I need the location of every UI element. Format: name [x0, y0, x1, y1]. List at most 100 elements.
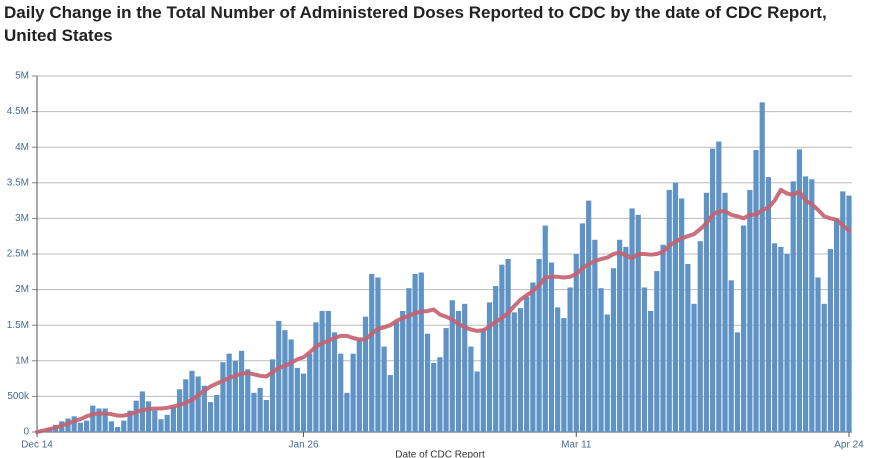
bar — [443, 328, 449, 432]
bar — [691, 303, 697, 432]
bar — [226, 353, 232, 432]
bar — [362, 316, 369, 432]
bar — [790, 181, 796, 432]
bar — [840, 191, 846, 432]
bar — [121, 420, 127, 432]
bar — [592, 239, 598, 432]
y-tick-label: 1.5M — [7, 320, 29, 331]
bar — [238, 350, 245, 432]
bar — [108, 421, 114, 432]
bar — [511, 312, 517, 432]
bar — [96, 408, 102, 432]
bar — [486, 302, 493, 432]
y-tick-label: 3M — [15, 213, 29, 224]
bar — [232, 360, 238, 432]
x-tick-label: Apr 24 — [834, 440, 864, 451]
bar — [716, 141, 722, 432]
bar — [604, 314, 610, 432]
bar — [598, 288, 604, 432]
bar — [821, 303, 827, 432]
bar — [468, 346, 474, 432]
y-tick-label: 5M — [15, 71, 29, 82]
bar — [263, 399, 269, 432]
bar — [294, 367, 300, 432]
bar — [245, 369, 251, 432]
bar — [207, 402, 214, 432]
bar — [517, 308, 524, 432]
bar — [672, 182, 679, 432]
bar — [772, 243, 778, 432]
bar — [728, 280, 734, 432]
y-tick-label: 4.5M — [7, 106, 29, 117]
bar — [269, 359, 276, 432]
chart-subtitle: United States — [4, 26, 113, 45]
bar — [400, 310, 406, 432]
bar — [152, 410, 158, 432]
bar — [449, 300, 455, 432]
bar — [610, 268, 617, 432]
bar — [542, 225, 548, 432]
bar — [127, 410, 133, 432]
bar — [462, 303, 468, 432]
bar — [145, 401, 152, 432]
bar — [734, 332, 741, 432]
bar — [133, 400, 139, 432]
bar — [654, 271, 660, 432]
bar — [455, 310, 462, 432]
bar — [195, 376, 201, 432]
bar — [548, 262, 555, 432]
y-tick-label: 1M — [15, 355, 29, 366]
bar — [573, 254, 579, 432]
bar — [703, 192, 710, 432]
bar — [431, 362, 437, 432]
bar — [784, 254, 790, 432]
bar — [579, 223, 586, 432]
bar — [747, 189, 753, 432]
bar — [635, 214, 641, 432]
bar — [833, 218, 840, 432]
chart-title: Daily Change in the Total Number of Admi… — [4, 3, 827, 22]
bar — [356, 339, 362, 432]
bar — [685, 263, 691, 432]
bar — [648, 310, 654, 432]
bar — [561, 318, 567, 432]
x-tick-label: Dec 14 — [21, 440, 53, 451]
bar — [474, 371, 480, 432]
bar — [759, 102, 765, 433]
y-tick-label: 2.5M — [7, 249, 29, 260]
bar — [350, 353, 356, 432]
bar — [809, 179, 815, 432]
bar — [393, 321, 400, 432]
bar — [325, 310, 331, 432]
bar — [381, 346, 387, 432]
bar — [629, 208, 635, 432]
bar — [183, 379, 189, 432]
bar — [815, 277, 821, 432]
y-tick-label: 500k — [7, 391, 30, 402]
x-axis-title: Date of CDC Report — [395, 450, 485, 458]
bar — [220, 362, 226, 432]
bar — [722, 192, 728, 432]
bar — [846, 195, 852, 432]
bar — [412, 273, 418, 432]
bar — [251, 392, 257, 432]
bar — [679, 198, 685, 432]
bar — [77, 422, 83, 432]
bar — [741, 225, 747, 432]
bar — [567, 287, 573, 432]
bar — [406, 288, 412, 432]
y-tick-label: 3.5M — [7, 177, 29, 188]
bar — [338, 353, 344, 432]
bar — [505, 258, 511, 432]
bar — [319, 310, 325, 432]
bar — [530, 282, 536, 432]
bar — [666, 189, 672, 432]
bar — [778, 246, 784, 432]
bar — [586, 200, 592, 432]
x-tick-label: Mar 11 — [561, 440, 592, 451]
bar — [201, 385, 207, 432]
bar — [170, 407, 176, 432]
bar — [83, 420, 90, 432]
bar — [803, 176, 809, 432]
